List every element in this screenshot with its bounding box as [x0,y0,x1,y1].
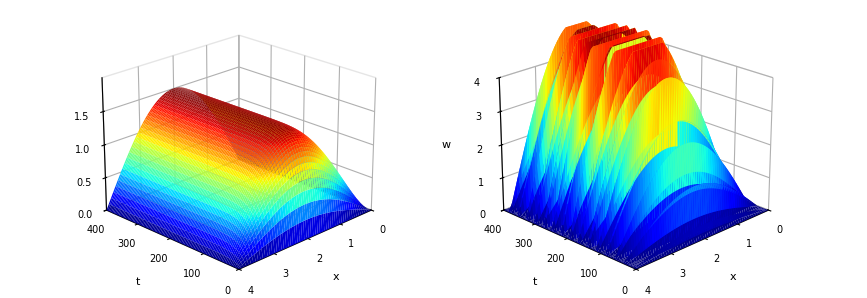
Y-axis label: t: t [533,277,538,287]
X-axis label: x: x [333,272,339,282]
Y-axis label: t: t [136,277,140,287]
X-axis label: x: x [730,272,736,282]
